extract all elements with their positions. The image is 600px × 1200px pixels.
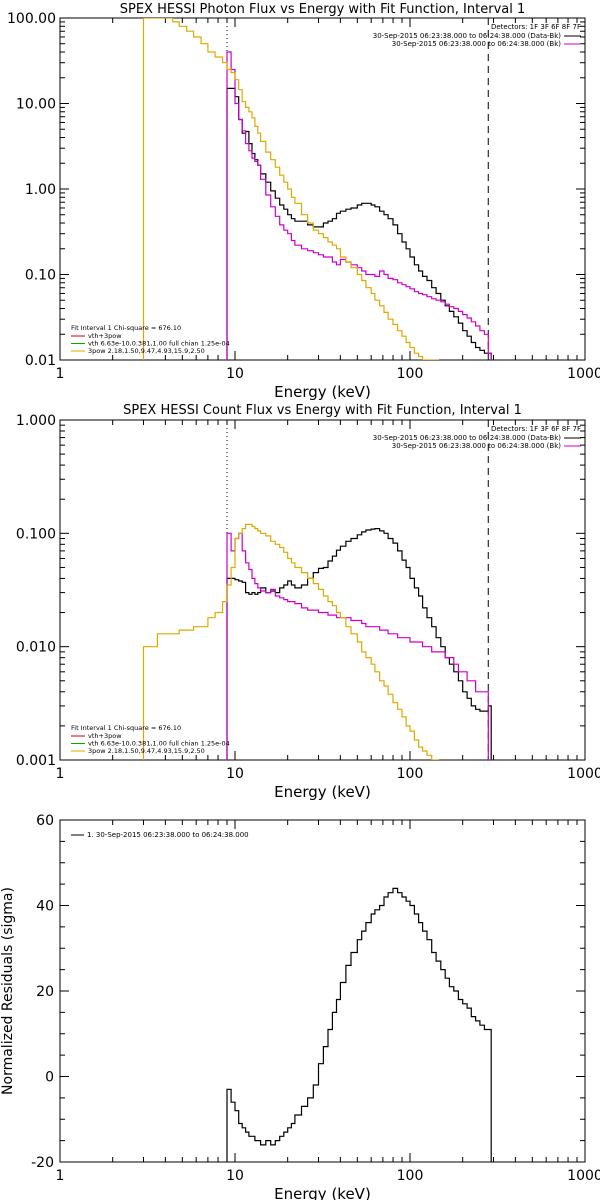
x-axis-label: Energy (keV) — [274, 783, 371, 801]
x-tick-label: 1000 — [567, 1168, 600, 1184]
legend-fit-text: vth 6.63e-10,0.381,1.00 full chian 1.25e… — [88, 740, 230, 748]
legend-entry-text: 30-Sep-2015 06:23:38.000 to 06:24:38.000… — [373, 32, 562, 40]
legend-fit-text: vth+3pow — [88, 732, 122, 740]
x-tick-label: 1000 — [567, 766, 600, 782]
x-axis-label: Energy (keV) — [274, 1185, 371, 1200]
series-group — [226, 887, 492, 1162]
legend-residual-text: 1. 30-Sep-2015 06:23:38.000 to 06:24:38.… — [87, 831, 249, 839]
plot-frame — [59, 419, 586, 761]
y-tick-label: 0.100 — [16, 526, 56, 542]
chart-title: SPEX HESSI Photon Flux vs Energy with Fi… — [120, 2, 526, 17]
chart-panel-1: 1 10 100 1000 Energy (keV) 0.01 0.10 1.00 10.00 1… — [7, 2, 600, 401]
series-group — [142, 18, 492, 360]
x-tick-label: 100 — [397, 1168, 424, 1184]
x-tick-label: 10 — [226, 1168, 244, 1184]
y-tick-label: 1.00 — [25, 182, 56, 198]
series-line-3 — [142, 18, 440, 360]
chart-panel-3: 1 10 100 1000 Energy (keV) -20 0 20 40 60 Normaliz… — [0, 813, 600, 1200]
x-tick-label: 1 — [56, 766, 65, 782]
x-tick-label: 1 — [56, 366, 65, 382]
legend-fit-header: Fit Interval 1 Chi-square = 676.10 — [71, 324, 181, 332]
y-tick-label: 1.000 — [16, 413, 56, 429]
x-tick-label: 100 — [397, 366, 424, 382]
legend-detectors: Detectors: 1F 3F 6F 8F 7F — [491, 23, 581, 31]
legend-entry-text: 30-Sep-2015 06:23:38.000 to 06:24:38.000… — [373, 434, 562, 442]
y-tick-label: 60 — [36, 813, 54, 829]
x-tick-label: 10 — [226, 366, 244, 382]
plot-frame — [59, 17, 586, 361]
legend-entry-text: 30-Sep-2015 06:23:38.000 to 06:24:38.000… — [392, 40, 562, 48]
legend-detectors: Detectors: 1F 3F 6F 8F 7F — [491, 425, 581, 433]
y-tick-label: 0.010 — [16, 640, 56, 656]
legend-fit-text: 3pow 2.18,1.50,9.47,4.93,15.9,2.50 — [88, 347, 205, 355]
x-tick-label: 10 — [226, 766, 244, 782]
y-tick-label: 0.01 — [25, 353, 56, 369]
x-tick-label: 1 — [56, 1168, 65, 1184]
series-line-1 — [226, 887, 492, 1162]
y-tick-label: 20 — [36, 984, 54, 1000]
chart-panel-2: 1 10 100 1000 Energy (keV) 0.001 0.010 0.100 1.0… — [16, 403, 600, 801]
x-tick-label: 1000 — [567, 366, 600, 382]
plot-frame — [59, 819, 586, 1163]
x-tick-label: 100 — [397, 766, 424, 782]
x-axis-label: Energy (keV) — [274, 383, 371, 401]
series-line-1 — [226, 528, 492, 760]
y-tick-label: 0 — [45, 1070, 54, 1086]
legend-fit-text: 3pow 2.18,1.50,9.47,4.93,15.9,2.50 — [88, 747, 205, 755]
legend-entry-text: 30-Sep-2015 06:23:38.000 to 06:24:38.000… — [392, 442, 562, 450]
y-tick-label: 40 — [36, 899, 54, 915]
legend-fit-header: Fit Interval 1 Chi-square = 676.10 — [71, 724, 181, 732]
series-line-2 — [226, 51, 492, 360]
legend-fit-text: vth 6.63e-10,0.381,1.00 full chian 1.25e… — [88, 340, 230, 348]
series-group — [142, 523, 492, 760]
y-tick-label: 0.10 — [25, 268, 56, 284]
y-tick-label: 100.00 — [7, 11, 56, 27]
y-tick-label: 10.00 — [16, 97, 56, 113]
chart-title: SPEX HESSI Count Flux vs Energy with Fit… — [123, 403, 522, 418]
legend-fit-text: vth+3pow — [88, 332, 122, 340]
series-line-1 — [226, 87, 492, 360]
y-axis-label: Normalized Residuals (sigma) — [0, 887, 16, 1095]
y-tick-label: 0.001 — [16, 753, 56, 769]
y-tick-label: -20 — [31, 1155, 54, 1171]
series-line-2 — [226, 532, 492, 760]
series-line-3 — [142, 523, 440, 760]
